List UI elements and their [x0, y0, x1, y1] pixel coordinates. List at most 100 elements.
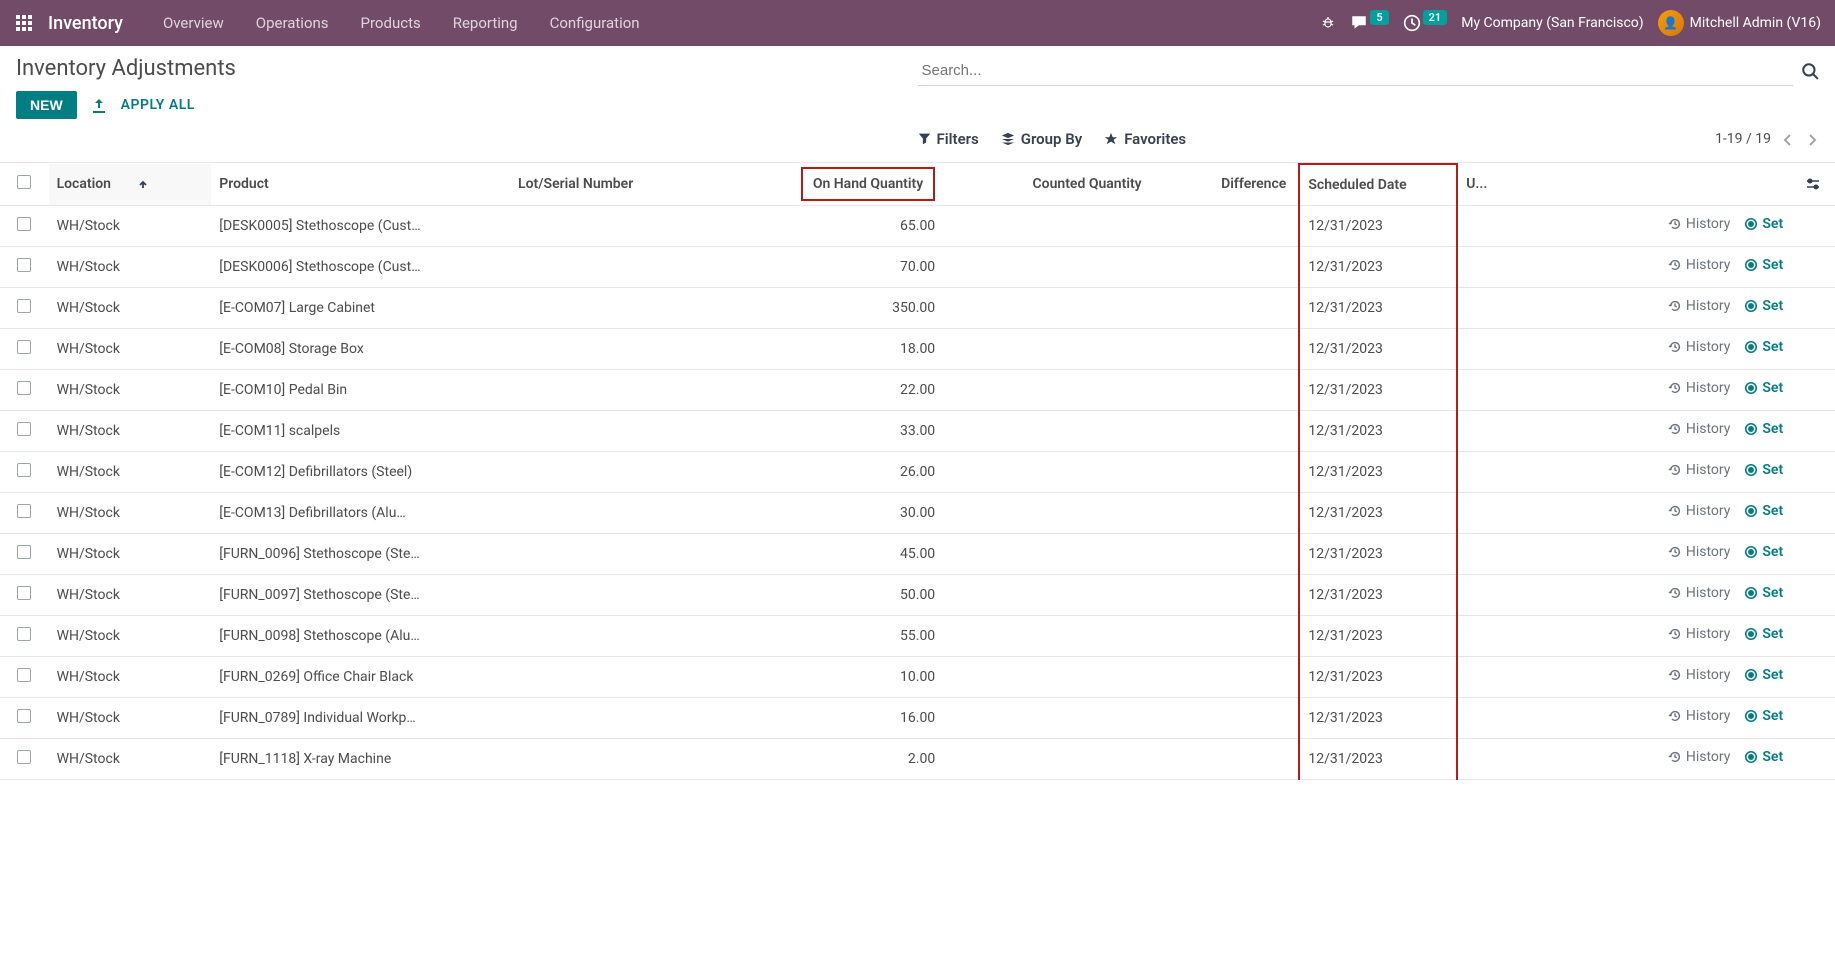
table-row[interactable]: WH/Stock[E-COM10] Pedal Bin22.0012/31/20… — [0, 369, 1835, 410]
table-row[interactable]: WH/Stock[E-COM08] Storage Box18.0012/31/… — [0, 328, 1835, 369]
col-header-scheduled[interactable]: Scheduled Date — [1299, 164, 1457, 205]
pager-text[interactable]: 1-19 / 19 — [1715, 131, 1771, 147]
row-checkbox[interactable] — [17, 750, 31, 764]
cell-counted[interactable] — [947, 574, 1153, 615]
set-button[interactable]: Set — [1744, 421, 1783, 437]
cell-user[interactable] — [1457, 615, 1524, 656]
cell-counted[interactable] — [947, 492, 1153, 533]
cell-counted[interactable] — [947, 738, 1153, 779]
history-button[interactable]: History — [1668, 421, 1731, 437]
nav-item-products[interactable]: Products — [345, 0, 437, 46]
col-header-product[interactable]: Product — [211, 164, 510, 205]
cell-user[interactable] — [1457, 328, 1524, 369]
nav-item-operations[interactable]: Operations — [240, 0, 345, 46]
table-row[interactable]: WH/Stock[FURN_0096] Stethoscope (Ste…45.… — [0, 533, 1835, 574]
cell-counted[interactable] — [947, 328, 1153, 369]
cell-date[interactable]: 12/31/2023 — [1299, 738, 1457, 779]
cell-counted[interactable] — [947, 615, 1153, 656]
row-checkbox[interactable] — [17, 504, 31, 518]
history-button[interactable]: History — [1668, 585, 1731, 601]
col-header-difference[interactable]: Difference — [1154, 164, 1300, 205]
nav-item-reporting[interactable]: Reporting — [437, 0, 534, 46]
cell-user[interactable] — [1457, 205, 1524, 246]
company-selector[interactable]: My Company (San Francisco) — [1461, 15, 1643, 31]
table-row[interactable]: WH/Stock[E-COM07] Large Cabinet350.0012/… — [0, 287, 1835, 328]
row-checkbox[interactable] — [17, 381, 31, 395]
set-button[interactable]: Set — [1744, 626, 1783, 642]
cell-counted[interactable] — [947, 656, 1153, 697]
set-button[interactable]: Set — [1744, 544, 1783, 560]
history-button[interactable]: History — [1668, 708, 1731, 724]
cell-date[interactable]: 12/31/2023 — [1299, 615, 1457, 656]
history-button[interactable]: History — [1668, 380, 1731, 396]
history-button[interactable]: History — [1668, 544, 1731, 560]
row-checkbox[interactable] — [17, 709, 31, 723]
table-row[interactable]: WH/Stock[FURN_1118] X-ray Machine2.0012/… — [0, 738, 1835, 779]
row-checkbox[interactable] — [17, 422, 31, 436]
apps-icon[interactable] — [14, 13, 34, 33]
history-button[interactable]: History — [1668, 298, 1731, 314]
cell-counted[interactable] — [947, 451, 1153, 492]
set-button[interactable]: Set — [1744, 257, 1783, 273]
set-button[interactable]: Set — [1744, 380, 1783, 396]
col-header-onhand[interactable]: On Hand Quantity — [753, 164, 947, 205]
activities-icon[interactable]: 21 — [1403, 14, 1448, 32]
cell-counted[interactable] — [947, 205, 1153, 246]
history-button[interactable]: History — [1668, 626, 1731, 642]
set-button[interactable]: Set — [1744, 585, 1783, 601]
row-checkbox[interactable] — [17, 627, 31, 641]
nav-item-overview[interactable]: Overview — [147, 0, 240, 46]
columns-settings-icon[interactable] — [1805, 176, 1821, 192]
cell-date[interactable]: 12/31/2023 — [1299, 410, 1457, 451]
messages-icon[interactable]: 5 — [1350, 14, 1388, 32]
cell-date[interactable]: 12/31/2023 — [1299, 246, 1457, 287]
history-button[interactable]: History — [1668, 749, 1731, 765]
favorites-button[interactable]: Favorites — [1104, 130, 1186, 148]
select-all-checkbox[interactable] — [17, 175, 31, 189]
col-header-counted[interactable]: Counted Quantity — [947, 164, 1153, 205]
search-icon[interactable] — [1801, 62, 1819, 80]
cell-date[interactable]: 12/31/2023 — [1299, 656, 1457, 697]
history-button[interactable]: History — [1668, 503, 1731, 519]
cell-date[interactable]: 12/31/2023 — [1299, 574, 1457, 615]
set-button[interactable]: Set — [1744, 298, 1783, 314]
set-button[interactable]: Set — [1744, 462, 1783, 478]
history-button[interactable]: History — [1668, 462, 1731, 478]
history-button[interactable]: History — [1668, 257, 1731, 273]
row-checkbox[interactable] — [17, 258, 31, 272]
cell-date[interactable]: 12/31/2023 — [1299, 451, 1457, 492]
col-header-user[interactable]: U... — [1457, 164, 1524, 205]
cell-counted[interactable] — [947, 369, 1153, 410]
user-menu[interactable]: 👤 Mitchell Admin (V16) — [1658, 10, 1821, 36]
cell-date[interactable]: 12/31/2023 — [1299, 328, 1457, 369]
debug-icon[interactable] — [1320, 15, 1336, 31]
cell-date[interactable]: 12/31/2023 — [1299, 697, 1457, 738]
table-row[interactable]: WH/Stock[DESK0006] Stethoscope (Cust…70.… — [0, 246, 1835, 287]
history-button[interactable]: History — [1668, 339, 1731, 355]
cell-counted[interactable] — [947, 246, 1153, 287]
table-row[interactable]: WH/Stock[FURN_0097] Stethoscope (Ste…50.… — [0, 574, 1835, 615]
cell-user[interactable] — [1457, 492, 1524, 533]
cell-date[interactable]: 12/31/2023 — [1299, 205, 1457, 246]
pager-next[interactable] — [1805, 129, 1819, 148]
set-button[interactable]: Set — [1744, 708, 1783, 724]
cell-user[interactable] — [1457, 287, 1524, 328]
cell-counted[interactable] — [947, 697, 1153, 738]
history-button[interactable]: History — [1668, 216, 1731, 232]
table-row[interactable]: WH/Stock[E-COM12] Defibrillators (Steel)… — [0, 451, 1835, 492]
cell-user[interactable] — [1457, 369, 1524, 410]
cell-user[interactable] — [1457, 246, 1524, 287]
groupby-button[interactable]: Group By — [1001, 130, 1082, 148]
cell-date[interactable]: 12/31/2023 — [1299, 533, 1457, 574]
row-checkbox[interactable] — [17, 668, 31, 682]
set-button[interactable]: Set — [1744, 216, 1783, 232]
app-brand[interactable]: Inventory — [48, 13, 123, 34]
cell-user[interactable] — [1457, 656, 1524, 697]
pager-prev[interactable] — [1781, 129, 1795, 148]
table-row[interactable]: WH/Stock[FURN_0098] Stethoscope (Alu…55.… — [0, 615, 1835, 656]
cell-counted[interactable] — [947, 287, 1153, 328]
set-button[interactable]: Set — [1744, 339, 1783, 355]
apply-all-button[interactable]: APPLY ALL — [121, 97, 195, 113]
cell-date[interactable]: 12/31/2023 — [1299, 492, 1457, 533]
row-checkbox[interactable] — [17, 586, 31, 600]
